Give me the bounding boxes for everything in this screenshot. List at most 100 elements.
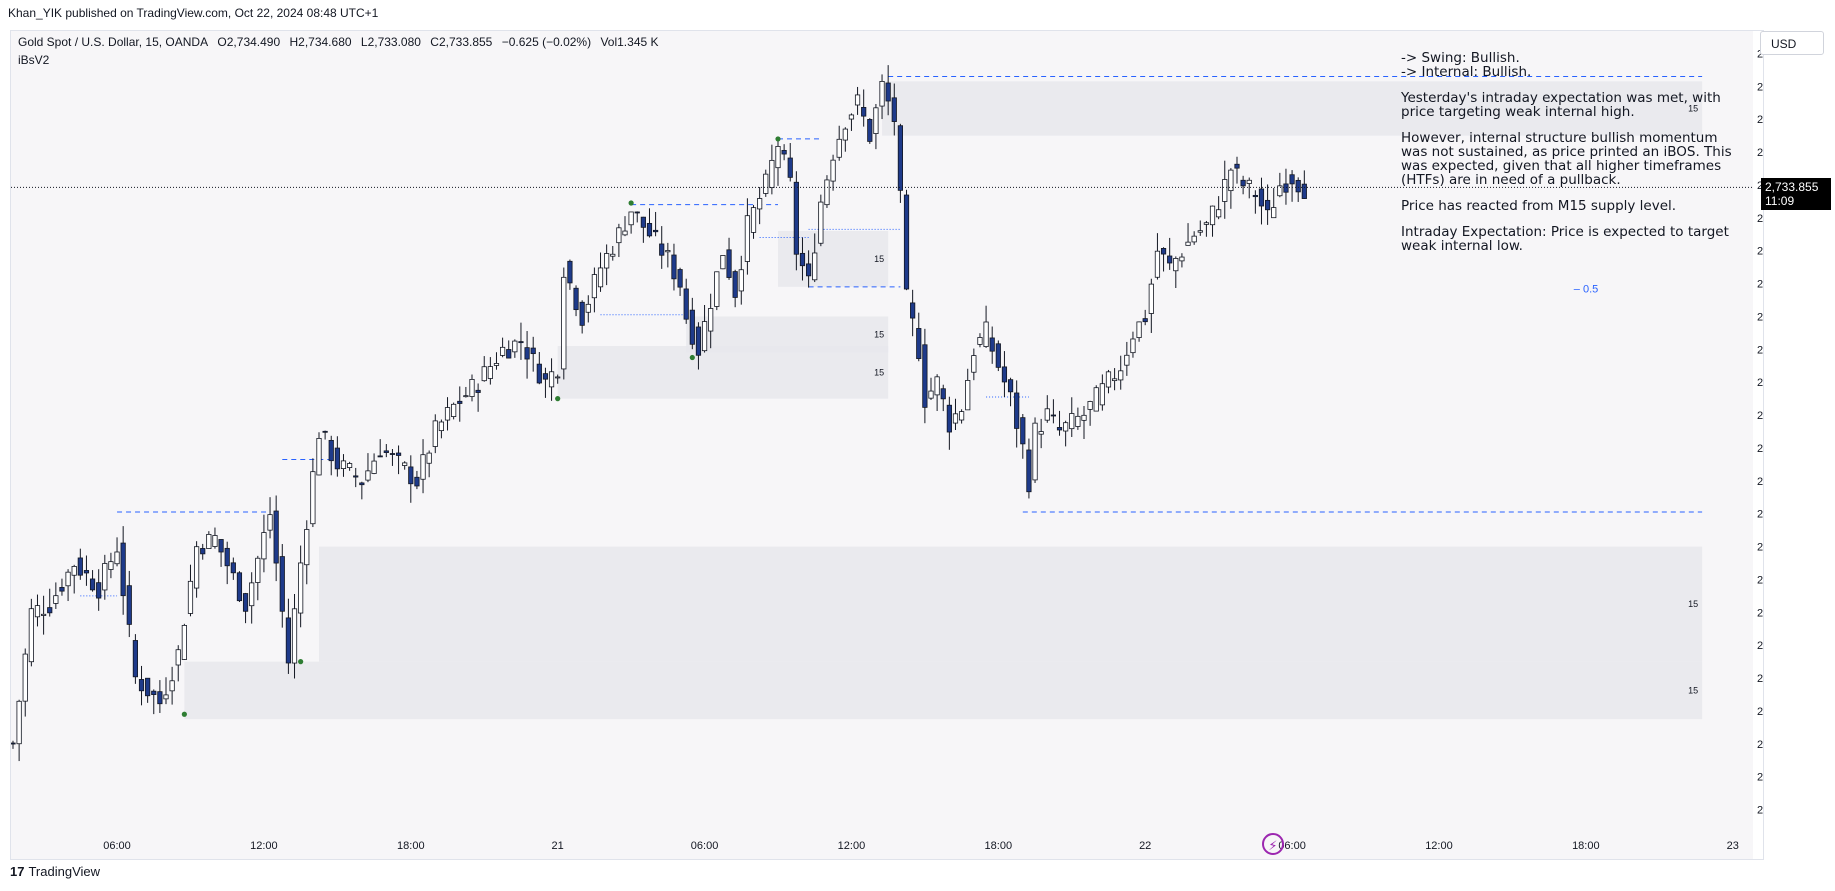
pivot-dot: [298, 659, 304, 665]
candle-body: [616, 227, 622, 244]
candle-body: [353, 475, 359, 478]
pivot-dot: [628, 200, 634, 206]
supply-demand-zone: [882, 81, 1703, 136]
candle-body: [438, 421, 445, 432]
y-tick-label: 2,728.000: [1757, 279, 1763, 291]
candle-body: [463, 395, 469, 398]
candle-body: [579, 301, 585, 326]
candle-body: [665, 250, 671, 253]
zone-timeframe-label: 15: [1688, 104, 1698, 114]
candle-body: [77, 557, 83, 576]
y-tick-label: 2,714.000: [1757, 509, 1763, 521]
candle-body: [977, 337, 983, 345]
candle-body: [1216, 209, 1222, 218]
candle-body: [891, 97, 897, 122]
candle-body: [799, 252, 806, 267]
candle-body: [1191, 235, 1197, 243]
candle-body: [16, 700, 22, 745]
candle-body: [738, 269, 744, 292]
candle-body: [444, 407, 451, 421]
candle-body: [695, 326, 702, 356]
candle-body: [628, 211, 634, 226]
candle-body: [47, 607, 53, 614]
candle-body: [432, 420, 438, 447]
chart-frame[interactable]: 15 15 15 15 15 15 – 0.5 2,696.000 2,698.000 2,7…: [10, 30, 1831, 860]
y-tick-label: 2,720.000: [1757, 410, 1763, 422]
candle-body: [1222, 179, 1228, 202]
candle-body: [677, 269, 683, 288]
candle-body: [1265, 199, 1271, 211]
candle-body: [744, 215, 751, 262]
currency-button[interactable]: USD: [1760, 31, 1824, 55]
candle-body: [512, 340, 518, 353]
candle-body: [1136, 321, 1142, 338]
note-paragraph-4: Intraday Expectation: Price is expected …: [1401, 224, 1729, 254]
candle-body: [879, 81, 885, 107]
candle-body: [818, 201, 824, 244]
candle-body: [273, 510, 279, 564]
candle-body: [597, 267, 604, 288]
y-tick-label: 2,702.000: [1757, 706, 1763, 718]
chart-canvas[interactable]: 15 15 15 15 15 15 – 0.5 2,696.000 2,698.000 2,7…: [11, 31, 1763, 859]
candle-body: [848, 114, 855, 120]
last-price-label: 2,733.855 11:09: [1761, 178, 1831, 211]
candle-body: [126, 585, 132, 625]
candle-body: [365, 470, 371, 481]
symbol-name[interactable]: Gold Spot / U.S. Dollar, 15, OANDA: [18, 35, 209, 49]
candle-body: [28, 608, 34, 663]
bar-countdown: 11:09: [1765, 194, 1795, 209]
candle-body: [781, 149, 787, 155]
x-tick-label: 22: [1139, 840, 1151, 852]
candle-body: [408, 466, 414, 485]
zone-timeframe-label: 15: [1688, 599, 1698, 609]
candle-body: [622, 230, 628, 236]
candle-body: [383, 450, 389, 453]
candle-body: [193, 546, 200, 589]
published-header: Khan_YIK published on TradingView.com, O…: [8, 6, 379, 20]
candle-body: [1032, 422, 1038, 481]
candle-body: [1020, 417, 1026, 445]
candle-body: [414, 476, 420, 487]
candle-body: [1112, 378, 1118, 382]
lightning-icon[interactable]: ⚡: [1262, 833, 1284, 855]
candle-body: [457, 400, 463, 404]
y-tick-label: 2,698.000: [1757, 772, 1763, 784]
candle-body: [561, 276, 567, 370]
candle-body: [1007, 379, 1014, 393]
zone-timeframe-label: 15: [874, 330, 884, 340]
candle-body: [1277, 185, 1283, 197]
candle-body: [261, 532, 267, 560]
candle-body: [1069, 413, 1075, 430]
candle-body: [426, 452, 432, 464]
candle-body: [102, 563, 108, 591]
candle-body: [763, 173, 769, 194]
y-tick-label: 2,718.000: [1757, 443, 1763, 455]
candle-body: [304, 529, 310, 566]
zone-timeframe-label: 15: [874, 367, 884, 377]
candle-body: [701, 321, 708, 352]
candle-body: [708, 308, 714, 332]
candle-body: [787, 157, 793, 178]
indicator-legend[interactable]: iBsV2: [18, 53, 50, 67]
candle-body: [322, 430, 328, 433]
y-tick-label: 2,726.000: [1757, 311, 1763, 323]
candle-body: [298, 562, 304, 614]
ohlc-close: C2,733.855: [430, 35, 493, 49]
candle-body: [163, 694, 169, 700]
volume-value: Vol1.345 K: [600, 35, 659, 49]
tradingview-footer[interactable]: 17 TradingView: [10, 864, 100, 879]
candle-body: [873, 107, 879, 134]
candle-body: [842, 128, 848, 141]
candle-body: [267, 514, 273, 531]
candle-body: [689, 309, 695, 345]
candle-body: [1301, 183, 1307, 199]
candle-body: [1063, 422, 1069, 432]
plot-area[interactable]: 15 15 15 15 15 15 – 0.5 2,696.000 2,698.000 2,7…: [11, 31, 1831, 859]
candle-body: [726, 249, 732, 278]
candle-body: [585, 303, 591, 313]
candle-body: [469, 379, 475, 397]
candle-body: [1240, 179, 1246, 187]
candle-body: [640, 216, 646, 228]
candle-body: [1203, 222, 1209, 225]
candle-body: [187, 580, 194, 614]
